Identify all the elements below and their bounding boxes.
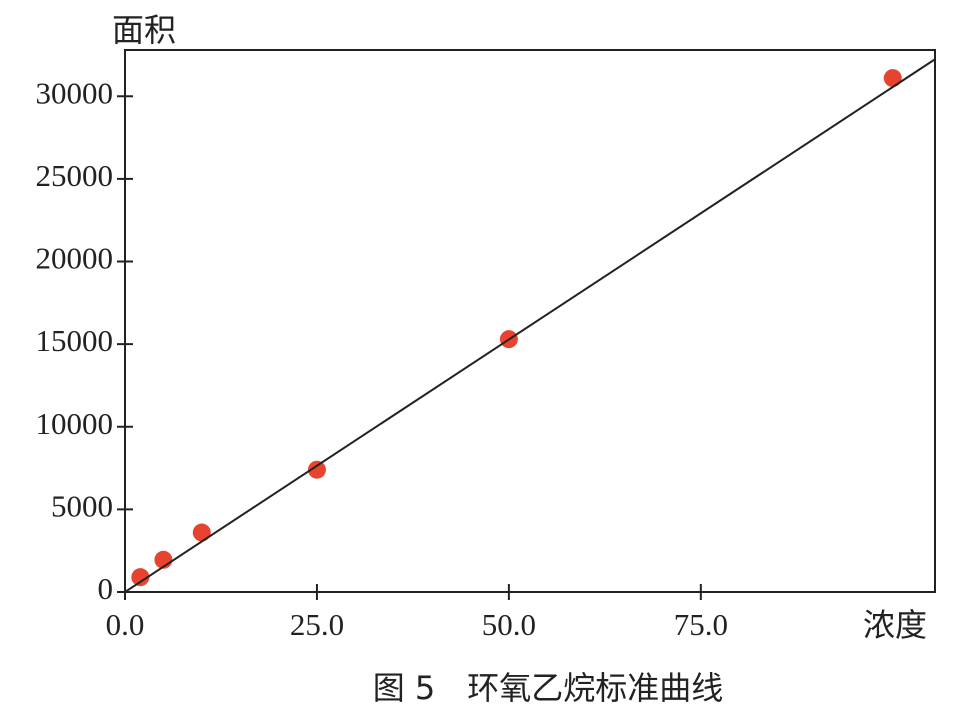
y-axis-label: 面积 [112, 11, 176, 49]
fit-line [124, 58, 936, 593]
data-point [131, 568, 150, 587]
y-tick-label: 30000 [36, 75, 114, 110]
y-tick-label: 20000 [36, 241, 114, 276]
x-tick-label: 50.0 [482, 607, 536, 642]
y-tick-label: 15000 [36, 323, 114, 358]
data-point [192, 523, 211, 542]
x-tick-label: 0.0 [106, 607, 145, 642]
chart-title: 图 5 环氧乙烷标准曲线 [373, 669, 724, 707]
data-point [307, 460, 326, 479]
y-tick-label: 25000 [36, 158, 114, 193]
data-point [883, 69, 902, 88]
x-tick-label: 75.0 [674, 607, 728, 642]
y-tick-label: 0 [98, 571, 114, 606]
y-tick-label: 10000 [36, 406, 114, 441]
x-tick-label: 25.0 [290, 607, 344, 642]
plot-frame [124, 49, 936, 593]
x-axis-label: 浓度 [863, 606, 927, 644]
y-tick-label: 5000 [51, 488, 113, 523]
